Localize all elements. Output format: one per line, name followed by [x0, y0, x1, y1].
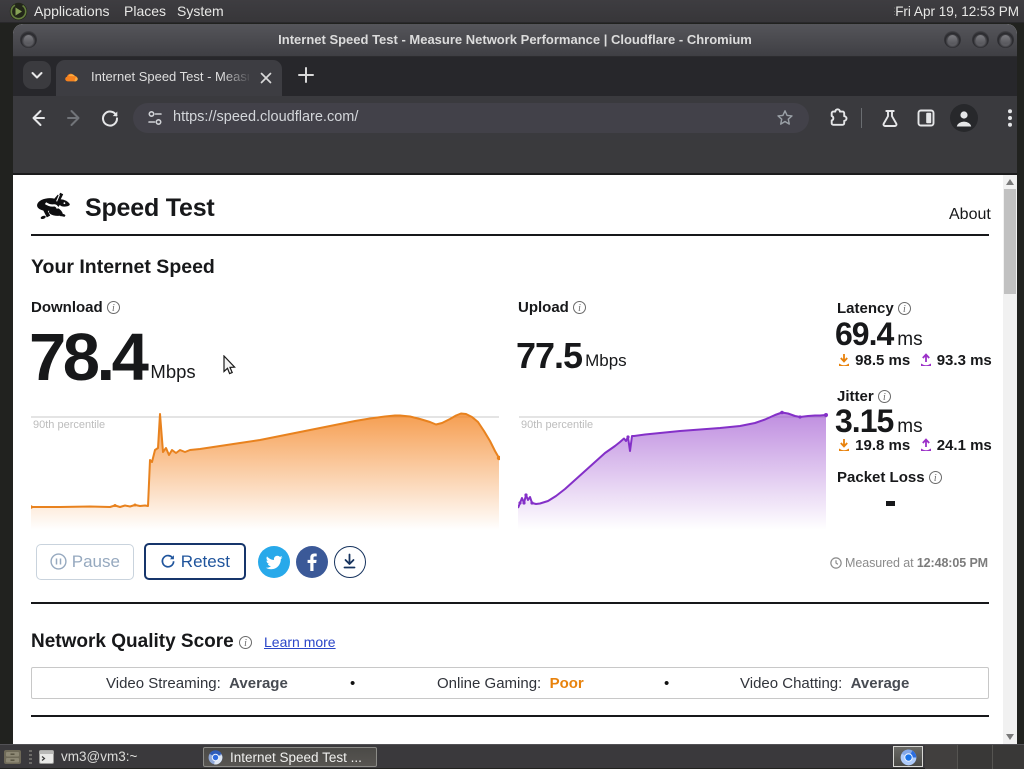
- svg-text:90th percentile: 90th percentile: [521, 419, 593, 431]
- svg-text:90th percentile: 90th percentile: [33, 419, 105, 431]
